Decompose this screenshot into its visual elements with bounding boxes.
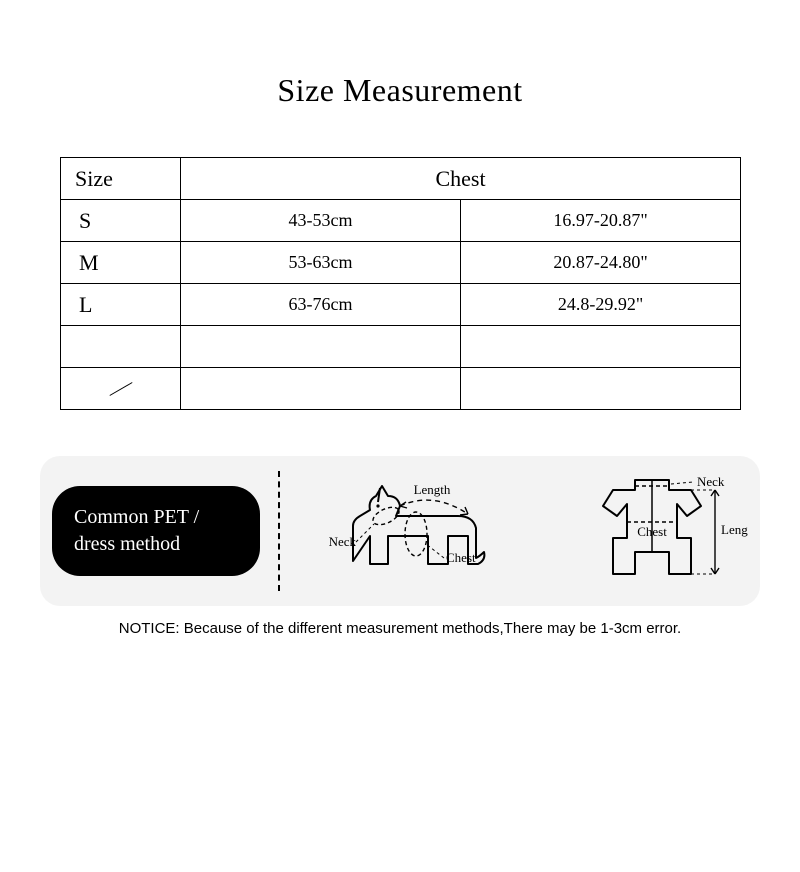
in-cell: 16.97-20.87"	[461, 200, 741, 242]
size-cell: S	[61, 200, 181, 242]
cm-cell: 53-63cm	[181, 242, 461, 284]
size-cell: M	[61, 242, 181, 284]
table-header-row: Size Chest	[61, 158, 741, 200]
empty-cell	[461, 368, 741, 410]
empty-cell	[181, 368, 461, 410]
empty-cell	[181, 326, 461, 368]
dog-diagram: Length Neck Chest	[298, 466, 538, 596]
size-table: Size Chest S 43-53cm 16.97-20.87" M 53-6…	[60, 157, 741, 410]
table-row: L 63-76cm 24.8-29.92"	[61, 284, 741, 326]
size-table-container: Size Chest S 43-53cm 16.97-20.87" M 53-6…	[60, 157, 740, 410]
table-row: M 53-63cm 20.87-24.80"	[61, 242, 741, 284]
method-badge: Common PET / dress method	[52, 486, 260, 576]
empty-cell	[61, 326, 181, 368]
badge-line1: Common PET /	[74, 506, 199, 528]
vertical-divider	[278, 471, 280, 591]
in-cell: 24.8-29.92"	[461, 284, 741, 326]
page-title: Size Measurement	[0, 72, 800, 109]
cm-cell: 43-53cm	[181, 200, 461, 242]
dog-chest-label: Chest	[446, 550, 476, 565]
garment-diagram: Neck Chest Length	[556, 466, 748, 596]
measurement-method-panel: Common PET / dress method Length Neck Ch…	[40, 456, 760, 606]
garment-length-label: Length	[721, 522, 748, 537]
header-size: Size	[61, 158, 181, 200]
table-row: S 43-53cm 16.97-20.87"	[61, 200, 741, 242]
chest-measure-icon	[405, 512, 427, 556]
empty-cell	[461, 326, 741, 368]
length-measure-icon	[400, 500, 468, 514]
table-row-slash	[61, 368, 741, 410]
notice-text: NOTICE: Because of the different measure…	[0, 620, 800, 637]
slash-cell	[61, 368, 181, 410]
size-cell: L	[61, 284, 181, 326]
header-chest: Chest	[181, 158, 741, 200]
table-row-empty	[61, 326, 741, 368]
in-cell: 20.87-24.80"	[461, 242, 741, 284]
cm-cell: 63-76cm	[181, 284, 461, 326]
badge-line2: dress method	[74, 533, 180, 555]
garment-neck-label: Neck	[697, 474, 725, 489]
dog-length-label: Length	[414, 482, 451, 497]
garment-chest-label: Chest	[637, 524, 667, 539]
dog-neck-label: Neck	[329, 534, 357, 549]
